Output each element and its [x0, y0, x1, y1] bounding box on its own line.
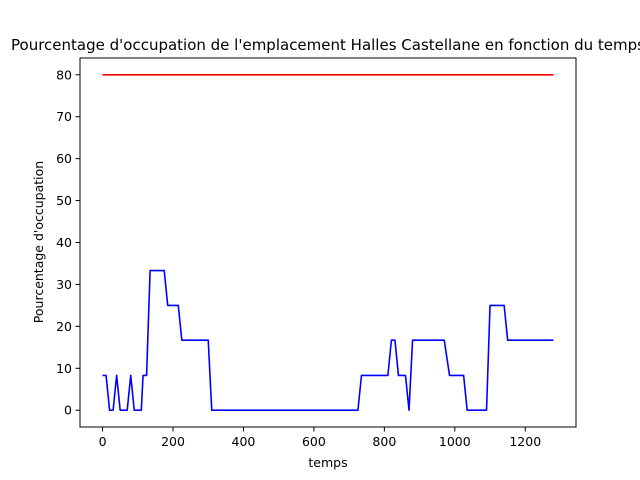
y-tick-label: 30 — [56, 277, 72, 292]
x-tick-label: 200 — [161, 434, 185, 449]
plot-series — [102, 73, 554, 412]
x-tick-label: 0 — [99, 434, 107, 449]
chart-title: Pourcentage d'occupation de l'emplacemen… — [11, 36, 640, 54]
y-tick-label: 70 — [56, 109, 72, 124]
y-axis: 0 10 20 30 40 50 60 70 80 — [56, 67, 80, 418]
x-tick-label: 1200 — [509, 434, 541, 449]
y-tick-label: 40 — [56, 235, 72, 250]
x-axis-label: temps — [308, 455, 347, 470]
y-tick-label: 10 — [56, 361, 72, 376]
y-tick-label: 50 — [56, 193, 72, 208]
x-tick-label: 800 — [372, 434, 396, 449]
y-tick-label: 80 — [56, 67, 72, 82]
series-line-2 — [102, 269, 554, 412]
y-tick-label: 20 — [56, 319, 72, 334]
y-tick-label: 60 — [56, 151, 72, 166]
y-tick-label: 0 — [64, 403, 72, 418]
x-axis: 0 200 400 600 800 1000 1200 — [99, 427, 541, 449]
x-tick-label: 1000 — [439, 434, 471, 449]
x-tick-label: 400 — [232, 434, 256, 449]
x-tick-label: 600 — [302, 434, 326, 449]
y-axis-label: Pourcentage d'occupation — [31, 161, 46, 323]
